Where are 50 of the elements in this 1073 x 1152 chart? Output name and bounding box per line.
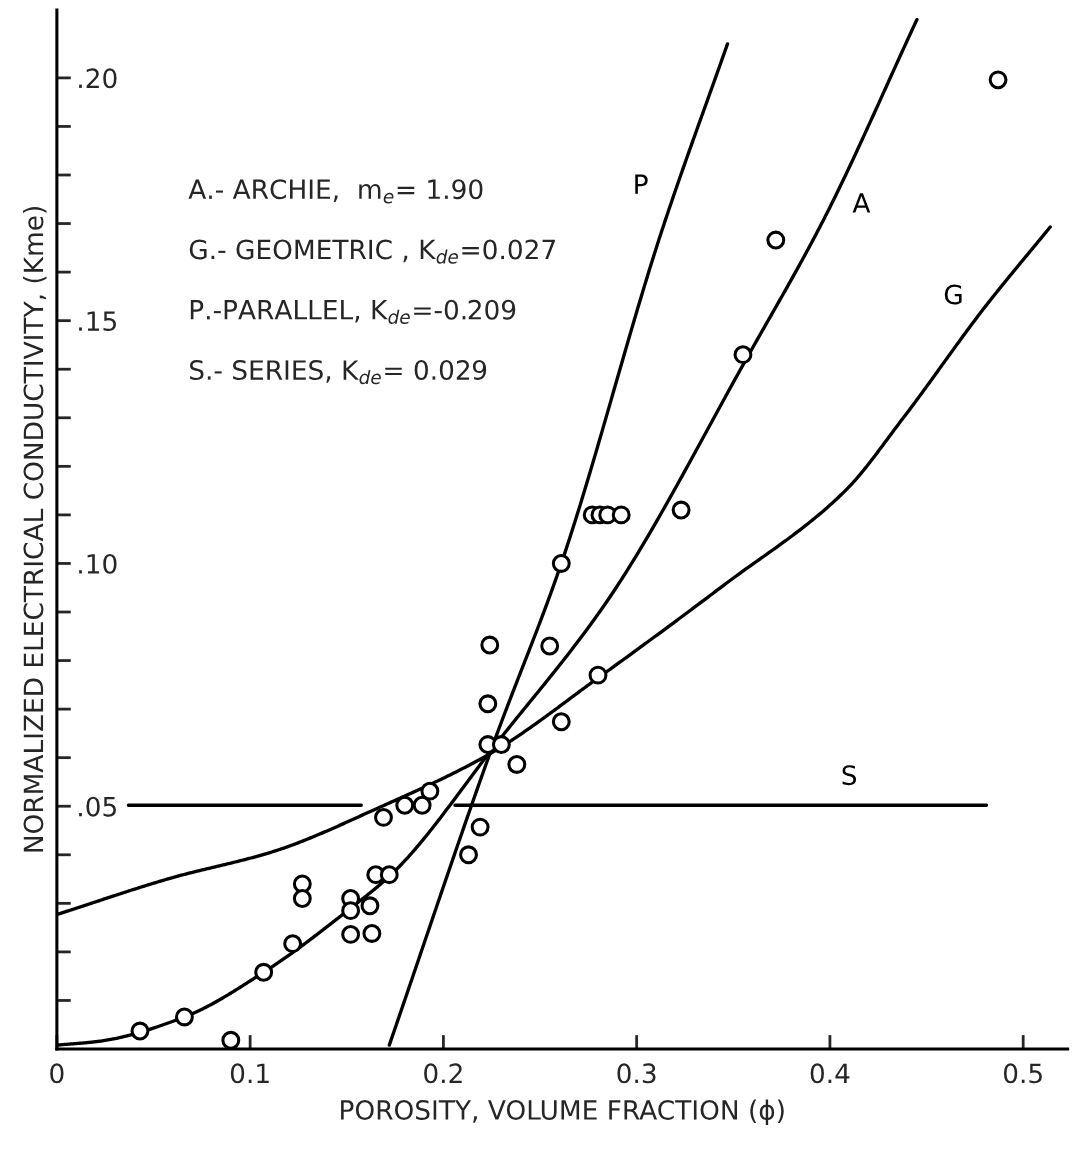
point — [459, 845, 478, 865]
point — [551, 712, 571, 732]
x-tick-label: 0.5 — [1003, 1063, 1042, 1084]
point — [470, 817, 490, 837]
series-label: P — [635, 174, 648, 194]
y-tick-label: .15 — [79, 311, 116, 332]
point — [341, 924, 361, 944]
point — [254, 962, 274, 982]
point — [491, 735, 511, 755]
annotation: S.- SERIES, K$_{de}$= 0.029 — [190, 360, 487, 385]
point — [420, 781, 440, 801]
point — [395, 795, 415, 815]
point — [540, 636, 560, 656]
point — [733, 345, 753, 365]
point — [379, 865, 399, 885]
point — [292, 889, 312, 908]
point — [412, 795, 432, 815]
point — [478, 694, 498, 714]
x-tick-label: 0.3 — [617, 1063, 656, 1084]
point — [988, 70, 1008, 90]
series-label: A — [852, 193, 871, 213]
point — [362, 924, 382, 943]
point — [374, 807, 393, 827]
series-label: S — [842, 765, 857, 786]
point — [341, 901, 361, 921]
point — [360, 896, 380, 916]
point — [551, 554, 571, 573]
y-tick-label: .10 — [79, 553, 117, 574]
y-tick-label: .05 — [79, 796, 116, 817]
series-label: G — [944, 284, 962, 305]
annotation: P.-PARALLEL, K$_{de}$=-0.209 — [190, 299, 516, 324]
x-tick-label: 0 — [50, 1063, 64, 1084]
annotation: G.- GEOMETRIC , K$_{de}$=0.027 — [189, 239, 555, 264]
point — [283, 934, 303, 954]
x-tick-label: 0.4 — [810, 1063, 850, 1084]
point — [671, 500, 691, 520]
point — [766, 230, 786, 250]
point — [588, 665, 608, 685]
point — [480, 635, 500, 655]
point — [611, 505, 631, 525]
y-tick-label: .20 — [79, 68, 117, 89]
point — [174, 1007, 194, 1027]
x-tick-label: 0.2 — [424, 1063, 462, 1084]
point — [507, 755, 527, 774]
point — [130, 1021, 150, 1041]
annotation: A.- ARCHIE, m$_{e}$= 1.90 — [188, 179, 483, 204]
x-tick-label: 0.1 — [230, 1063, 269, 1084]
x-axis-title: POROSITY, VOLUME FRACTION (ϕ) — [341, 1099, 784, 1126]
y-axis-title: NORMALIZED ELECTRICAL CONDUCTIVITY, (Kme) — [23, 206, 47, 852]
point — [221, 1030, 241, 1050]
